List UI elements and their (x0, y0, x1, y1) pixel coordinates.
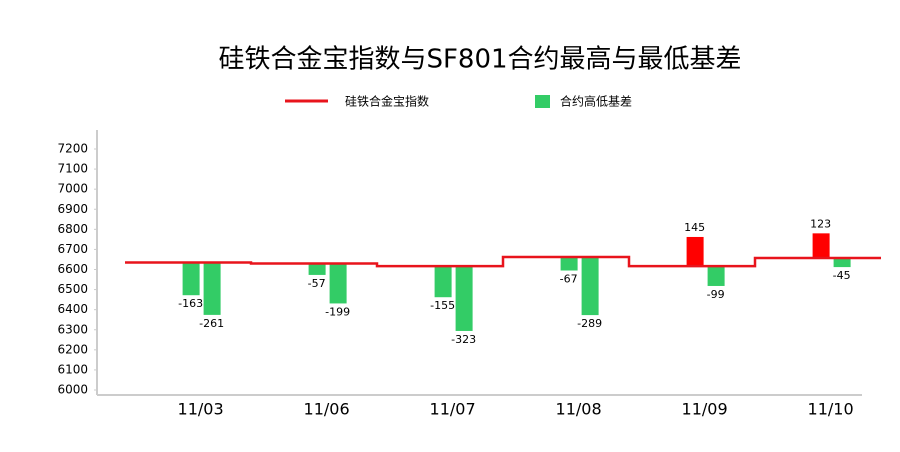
x-tick-label: 11/09 (682, 400, 728, 419)
value-label: -45 (833, 269, 851, 282)
value-label: -99 (707, 288, 725, 301)
x-tick-label: 11/06 (304, 400, 350, 419)
x-tick-label: 11/07 (430, 400, 476, 419)
legend-label: 合约高低基差 (560, 94, 632, 109)
y-tick-label: 7000 (57, 182, 88, 196)
y-tick-label: 6100 (57, 362, 88, 376)
y-tick-label: 6800 (57, 222, 88, 236)
y-tick-label: 6200 (57, 342, 88, 356)
bar (581, 257, 599, 316)
x-tick-label: 11/03 (178, 400, 224, 419)
bar (833, 258, 851, 268)
bar (455, 266, 473, 331)
y-tick-label: 6300 (57, 322, 88, 336)
value-label: 123 (810, 217, 831, 230)
index-line (125, 255, 881, 268)
y-tick-label: 6000 (57, 383, 88, 397)
bar (686, 236, 704, 267)
y-tick-label: 7100 (57, 162, 88, 176)
y-tick-label: 6600 (57, 262, 88, 276)
value-label: -57 (308, 277, 326, 290)
value-label: -155 (430, 299, 455, 312)
bar (308, 263, 326, 275)
bar (329, 263, 347, 304)
bar (203, 262, 221, 315)
value-label: -261 (199, 317, 224, 330)
x-tick-label: 11/10 (808, 400, 854, 419)
bar (707, 266, 725, 286)
value-label: -163 (178, 297, 203, 310)
y-tick-label: 7200 (57, 142, 88, 156)
legend-label: 硅铁合金宝指数 (345, 94, 429, 109)
chart-title: 硅铁合金宝指数与SF801合约最高与最低基差 (218, 45, 741, 75)
value-label: -67 (560, 273, 578, 286)
x-tick-label: 11/08 (556, 400, 602, 419)
y-tick-label: 6900 (57, 202, 88, 216)
bar (434, 266, 452, 298)
bar (182, 262, 200, 296)
value-label: -199 (325, 305, 350, 318)
value-label: 145 (684, 221, 705, 234)
value-label: -289 (577, 317, 602, 330)
legend-swatch (535, 95, 550, 108)
bar (560, 257, 578, 271)
y-tick-label: 6700 (57, 242, 88, 256)
value-label: -323 (451, 333, 476, 346)
y-tick-label: 6500 (57, 282, 88, 296)
y-tick-label: 6400 (57, 302, 88, 316)
bar (812, 233, 830, 259)
